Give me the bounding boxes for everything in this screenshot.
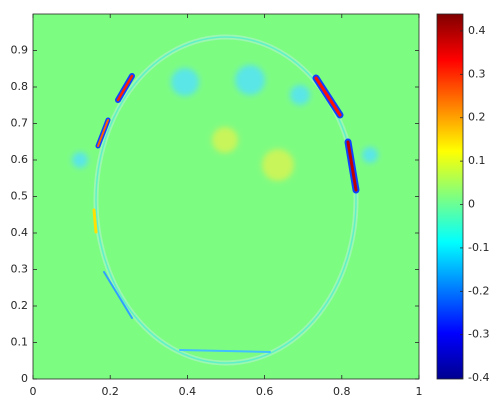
field-background [33,14,419,379]
colorbar [436,13,464,380]
blobs [72,65,378,181]
x-tick-label: 0.2 [101,385,119,398]
x-tick-label: 0.4 [179,385,197,398]
y-tick-label: 0.4 [11,226,29,239]
heatmap-field [33,14,419,379]
colorbar-tick-label: -0.3 [468,328,489,341]
colorbar-tick-label: 0.3 [468,67,486,80]
x-tick-label: 0.6 [256,385,274,398]
x-tick-label: 0 [30,385,37,398]
y-tick-label: 0.6 [11,153,29,166]
colorbar-tick-label: 0 [468,198,475,211]
y-tick-label: 0.5 [11,190,29,203]
y-tick-label: 0 [21,372,28,385]
y-tick-label: 0.1 [11,336,29,349]
colorbar-tick-label: 0.4 [468,24,486,37]
y-tick-label: 0.8 [11,80,29,93]
colorbar-tick-label: 0.1 [468,154,486,167]
colorbar-tick-label: -0.2 [468,284,489,297]
y-tick-label: 0.7 [11,117,29,130]
ring-inner [95,36,357,364]
y-tick-label: 0.2 [11,299,29,312]
streaks [92,73,360,353]
colorbar-tick-label: -0.4 [468,371,489,384]
x-tick-label: 0.8 [333,385,351,398]
colorbar-tick-label: 0.2 [468,111,486,124]
y-tick-label: 0.9 [11,44,29,57]
x-tick-label: 1 [416,385,423,398]
colorbar-tick-label: -0.1 [468,241,489,254]
y-tick-label: 0.3 [11,263,29,276]
